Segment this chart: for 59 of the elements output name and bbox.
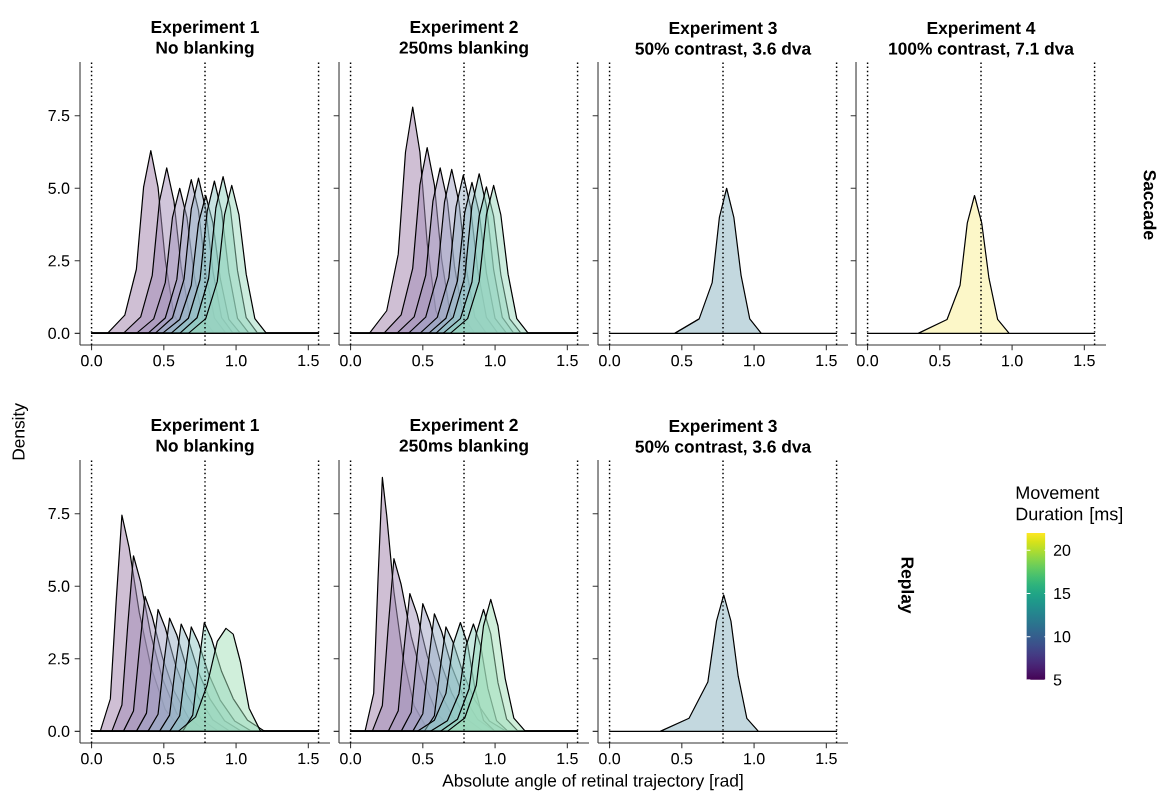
x-tick-label: 0.0 [599, 753, 621, 765]
x-tick-label: 0.0 [599, 355, 621, 367]
y-tick-label: 0.0 [48, 327, 70, 340]
chart-title: Experiment 2 [410, 20, 518, 37]
y-tick-label: 5.0 [48, 182, 70, 194]
text: Saccade [1143, 170, 1157, 240]
color-bar-label: 15 [1054, 587, 1071, 600]
y-axis-title: Density [11, 403, 29, 460]
color-bar-label: 20 [1053, 544, 1071, 556]
chart-title: Experiment 2 [410, 418, 518, 435]
x-tick-label: 1.0 [744, 753, 765, 765]
color-bar-title: Movement Duration [ms] [1016, 486, 1123, 524]
y-tick-label: 7.5 [48, 110, 70, 122]
x-tick-label: 1.0 [1002, 355, 1023, 367]
y-tick-label: 2.5 [48, 255, 70, 267]
chart-subtitle: 50% contrast, 3.6 dva [635, 42, 812, 58]
color-bar-label: 10 [1054, 631, 1071, 643]
x-tick-label: 1.0 [485, 355, 506, 367]
x-tick-label: 0.5 [671, 355, 693, 367]
x-tick-label: 1.5 [816, 753, 837, 765]
chart-title: Experiment 3 [669, 21, 777, 38]
color-bar-label: 5 [1053, 674, 1062, 686]
chart-title: Experiment 1 [151, 20, 259, 37]
chart-subtitle: 250ms blanking [399, 41, 528, 58]
chart-subtitle: 100% contrast, 7.1 dva [889, 42, 1075, 58]
chart-subtitle: No blanking [156, 41, 254, 58]
y-tick-label: 7.5 [48, 508, 70, 520]
x-tick-label: 1.5 [557, 753, 578, 765]
x-tick-label: 0.5 [412, 753, 434, 765]
x-tick-label: 0.5 [153, 753, 175, 765]
x-tick-label: 1.5 [1074, 355, 1095, 367]
x-tick-label: 0.0 [340, 753, 362, 765]
x-tick-label: 0.5 [412, 355, 434, 367]
x-tick-label: 1.5 [816, 355, 837, 367]
chart-subtitle: No blanking [156, 439, 254, 456]
x-tick-label: 1.0 [226, 355, 247, 367]
x-tick-label: 0.0 [857, 355, 879, 367]
chart-subtitle: 250ms blanking [399, 439, 528, 456]
y-tick-label: 2.5 [48, 653, 70, 665]
x-tick-label: 1.0 [226, 753, 247, 765]
text: Replay [897, 557, 915, 614]
x-tick-label: 0.5 [153, 355, 175, 367]
x-tick-label: 1.5 [298, 753, 319, 765]
x-tick-label: 1.0 [485, 753, 506, 765]
x-tick-label: 0.0 [81, 753, 103, 765]
x-tick-label: 0.0 [340, 355, 362, 367]
chart-title: Experiment 1 [151, 418, 259, 435]
chart-title: Experiment 4 [927, 21, 1036, 38]
y-tick-label: 5.0 [48, 580, 70, 592]
x-tick-label: 0.0 [81, 355, 103, 367]
y-tick-label: 0.0 [48, 725, 70, 738]
x-tick-label: 1.0 [744, 355, 765, 367]
x-tick-label: 1.5 [557, 355, 578, 367]
chart-title: Experiment 3 [669, 419, 777, 436]
chart-subtitle: 50% contrast, 3.6 dva [635, 440, 812, 456]
x-tick-label: 0.5 [671, 753, 693, 765]
x-tick-label: 1.5 [298, 355, 319, 367]
x-tick-label: 0.5 [929, 355, 951, 367]
x-axis-title: Absolute angle of retinal trajectory [rad] [442, 773, 743, 791]
